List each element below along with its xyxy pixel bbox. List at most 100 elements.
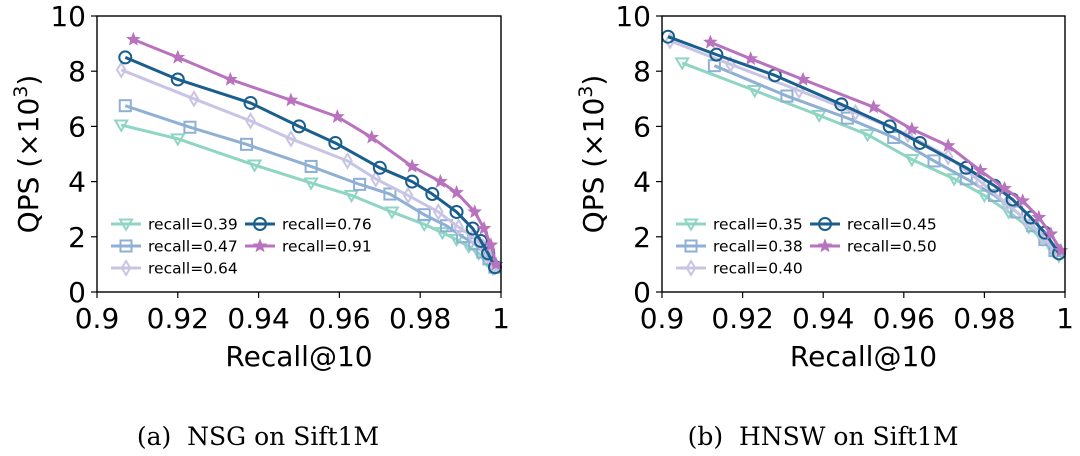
data-point: [433, 203, 444, 221]
legend-entry: recall=0.40: [676, 259, 803, 278]
x-axis-label: Recall@10: [790, 340, 937, 373]
data-point: [467, 204, 483, 219]
data-point: [246, 159, 263, 173]
data-point: [483, 247, 495, 265]
data-point: [453, 218, 464, 236]
data-point: [465, 221, 480, 236]
caption-b: (b) HNSW on Sift1M: [688, 422, 959, 451]
y-tick-label: 2: [68, 221, 86, 254]
legend-marker: [252, 238, 268, 253]
series-line: [667, 35, 1061, 255]
x-tick-label: 0.96: [873, 302, 935, 335]
y-tick-label: 4: [68, 166, 86, 199]
data-point: [1031, 209, 1047, 224]
data-point: [170, 133, 186, 147]
y-tick-label: 8: [633, 55, 651, 88]
data-point: [449, 184, 464, 199]
legend-label: recall=0.64: [148, 260, 238, 278]
data-point: [473, 233, 488, 248]
legend-marker: [817, 238, 833, 253]
y-tick-label: 6: [633, 110, 651, 143]
caption-a: (a) NSG on Sift1M: [137, 422, 379, 451]
x-tick-label: 0.94: [227, 302, 289, 335]
legend-marker: [684, 239, 698, 253]
legend-entry: recall=0.35: [676, 216, 803, 234]
data-point: [115, 60, 127, 79]
data-point: [997, 180, 1012, 195]
data-point: [795, 71, 811, 86]
data-point: [245, 112, 256, 130]
data-point: [439, 219, 453, 233]
legend-label: recall=0.40: [713, 260, 803, 278]
data-point: [674, 57, 690, 71]
y-tick-label: 2: [633, 221, 651, 254]
data-point: [1001, 194, 1012, 213]
data-point: [743, 51, 758, 66]
data-point: [330, 109, 345, 123]
data-point: [433, 173, 448, 188]
data-point: [342, 152, 353, 170]
series-line: [120, 123, 495, 270]
x-tick-label: 0.9: [75, 302, 120, 335]
data-point: [372, 160, 387, 175]
y-axis-label-close: ): [12, 75, 45, 86]
data-point: [904, 121, 920, 136]
data-point: [840, 111, 854, 125]
panel-hnsw: 0.9 0.92 0.94 0.96 0.98 10246810Recall@10QPS …: [575, 0, 1074, 373]
series-recall-0-50: [703, 34, 1069, 257]
data-point: [370, 170, 382, 188]
x-tick-label: 0.98: [953, 302, 1015, 335]
panel-nsg: 0.9 0.92 0.94 0.96 0.98 10246810Recall@10QPS …: [10, 0, 510, 373]
x-tick-label: 0.9: [640, 302, 685, 335]
y-tick-label: 10: [615, 0, 651, 33]
x-tick-label: 1: [492, 302, 510, 335]
legend-label: recall=0.45: [847, 216, 937, 234]
legend-entry: recall=0.50: [810, 238, 937, 256]
data-point: [866, 99, 881, 114]
data-point: [292, 119, 306, 134]
data-point: [188, 89, 200, 108]
data-point: [946, 173, 962, 187]
data-point: [183, 120, 197, 134]
data-point: [973, 162, 988, 177]
data-point: [328, 135, 343, 150]
data-point: [243, 95, 258, 110]
plot-area: [662, 29, 1069, 264]
legend: recall=0.35 recall=0.38 recall=0.40 recall=…: [676, 216, 937, 278]
y-tick-label: 0: [633, 276, 651, 309]
data-point: [402, 186, 414, 205]
legend-entry: recall=0.64: [111, 259, 238, 278]
y-axis-label-exponent: 3: [10, 86, 32, 98]
y-axis-label: QPS (×103): [575, 75, 610, 234]
data-point: [882, 119, 897, 134]
legend-marker: [683, 218, 699, 232]
data-point: [940, 138, 956, 152]
legend-marker: [818, 217, 832, 231]
y-tick-label: 0: [68, 276, 86, 309]
data-point: [746, 85, 763, 99]
legend-marker: [119, 239, 133, 253]
x-tick-label: 0.98: [389, 302, 451, 335]
data-point: [811, 109, 827, 124]
data-point: [959, 160, 974, 175]
plot-area: [113, 31, 504, 277]
legend-entry: recall=0.39: [111, 216, 238, 234]
y-axis-label-main: QPS (×10: [12, 98, 45, 234]
data-point: [1015, 193, 1031, 208]
legend-entry: recall=0.45: [810, 216, 937, 234]
y-axis-label: QPS (×103): [10, 75, 45, 234]
data-point: [126, 31, 141, 46]
data-point: [904, 154, 920, 168]
legend-marker: [120, 259, 132, 277]
legend-entry: recall=0.91: [245, 238, 372, 256]
x-tick-label: 1: [1056, 302, 1074, 335]
data-point: [987, 188, 1001, 202]
data-point: [483, 237, 499, 252]
data-point: [113, 119, 129, 133]
data-point: [417, 208, 431, 222]
data-point: [912, 135, 927, 150]
data-point: [353, 177, 367, 191]
data-point: [405, 174, 420, 189]
y-tick-label: 10: [50, 0, 86, 33]
